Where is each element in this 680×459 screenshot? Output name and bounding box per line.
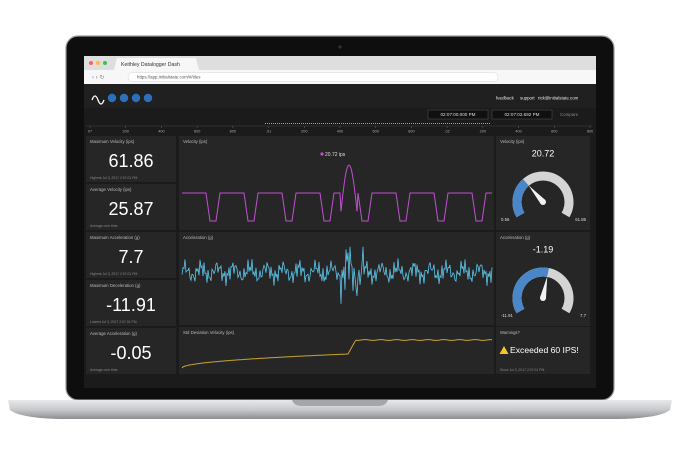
- tile-note: Average over time: [90, 224, 118, 228]
- gauge-value: -1.19: [533, 244, 554, 254]
- timeline-label: 800: [408, 130, 414, 134]
- header-link[interactable]: feedback: [496, 96, 515, 101]
- warning-text: Exceeded 60 IPS!: [510, 345, 579, 355]
- stddev-line: [181, 339, 492, 369]
- charts: Velocity (ips) Acceleration (g) Std Deviat…: [179, 136, 494, 374]
- chart-annotation: 20.72 ips: [325, 152, 346, 158]
- velocity-line: [182, 164, 492, 222]
- end-time-box[interactable]: [491, 109, 553, 120]
- gauge-title: Acceleration (g): [500, 235, 531, 240]
- base-notch: [292, 400, 388, 406]
- timeline-label: .01: [266, 130, 271, 134]
- warning-title: Warnings?: [500, 330, 521, 335]
- tile-note: Highest Jul 3, 2017 2:07:01 PM: [90, 272, 137, 276]
- laptop-base: [8, 400, 672, 419]
- timeline: 07 200 400 600 800 .01 200 400 600 800 .02 200 400 60…: [88, 126, 593, 134]
- header-link[interactable]: support: [520, 96, 535, 101]
- toolbar-icon[interactable]: [107, 93, 117, 103]
- window-maximize[interactable]: [103, 61, 107, 65]
- gauge-min: 0.56: [501, 217, 510, 222]
- tile-title: Maximum Velocity (ips): [90, 139, 135, 144]
- timeline-label: 07: [88, 130, 92, 134]
- tile-note: Average over time: [90, 368, 118, 372]
- stat-tiles: Maximum Velocity (ips) 61.86 Highest Jul 3…: [86, 136, 176, 374]
- gauges: Velocity (ips) 20.72 0.56 61.86 Acceleration…: [496, 136, 590, 326]
- gauge-needle: [540, 276, 548, 299]
- warning-panel: [496, 327, 590, 374]
- timeline-label: 600: [551, 130, 557, 134]
- stat-tile: [86, 328, 176, 374]
- window-minimize[interactable]: [96, 61, 100, 65]
- timeline-label: .02: [445, 130, 450, 134]
- gauge-hub: [540, 199, 546, 205]
- timeline-label: 400: [515, 130, 521, 134]
- tile-title: Average Acceleration (g): [90, 331, 138, 336]
- stat-tile: [86, 136, 176, 182]
- gauge-min: -11.91: [501, 313, 513, 318]
- chart-title: Velocity (ips): [183, 139, 208, 144]
- gauge-max: 7.7: [580, 313, 587, 318]
- gauge-value: 20.72: [532, 148, 555, 158]
- timeline-label: 800: [587, 130, 593, 134]
- tile-note: Lowest Jul 3, 2017 2:07:01 PM: [90, 320, 137, 324]
- tile-value: -11.91: [106, 295, 156, 315]
- start-time: 02:07:00.000 PM: [441, 112, 476, 117]
- gauge-panel: [496, 232, 590, 326]
- chart-panel: [179, 327, 494, 374]
- camera: [338, 45, 342, 49]
- warning-icon: [499, 346, 509, 354]
- tile-title: Average Velocity (ips): [90, 187, 132, 192]
- timeline-label: 400: [337, 130, 343, 134]
- gauge-fill: [512, 267, 549, 314]
- stat-tile: [86, 232, 176, 278]
- compare-button[interactable]: Compare: [560, 112, 579, 117]
- tile-value: 61.86: [108, 151, 153, 171]
- tile-value: 25.87: [108, 199, 153, 219]
- timeline-label: 600: [373, 130, 379, 134]
- gauge-title: Velocity (ips): [500, 139, 525, 144]
- tile-value: -0.05: [110, 343, 151, 363]
- timeline-label: 200: [301, 130, 307, 134]
- chart-panel: [179, 136, 494, 230]
- stat-tile: [86, 280, 176, 326]
- header-link[interactable]: rick@initialstate.com: [538, 96, 579, 101]
- timeline-label: 200: [480, 130, 486, 134]
- tile-note: Highest Jul 3, 2017 2:07:01 PM: [90, 176, 137, 180]
- gauge-hub: [540, 295, 546, 301]
- tile-title: Maximum Deceleration (g): [90, 283, 141, 288]
- end-time: 02:07:02.692 PM: [505, 112, 540, 117]
- toolbar-icon[interactable]: [119, 93, 129, 103]
- chart-title: Std Deviation Velocity (ips): [183, 330, 235, 335]
- warning-note: Since Jul 3, 2017 2:07:01 PM: [500, 368, 544, 372]
- timeline-label: 200: [123, 130, 129, 134]
- start-time-box[interactable]: [427, 109, 489, 120]
- gauge-needle: [528, 185, 546, 204]
- browser-tab[interactable]: [114, 58, 199, 70]
- toolbar-icon[interactable]: [143, 93, 153, 103]
- app-logo[interactable]: [91, 95, 105, 105]
- url: https://app.initialstate.com/#/tiles: [137, 74, 201, 79]
- address-bar[interactable]: [127, 72, 499, 82]
- window-close[interactable]: [89, 61, 93, 65]
- annotation-dot: [320, 152, 324, 156]
- nav-buttons[interactable]: ‹ › ↻: [92, 75, 104, 81]
- timeline-label: 800: [230, 130, 236, 134]
- tile-title: Maximum Acceleration (g): [90, 235, 140, 240]
- chart-title: Acceleration (g): [183, 235, 214, 240]
- app-header: [84, 84, 596, 108]
- stat-tile: [86, 184, 176, 230]
- gauge-panel: [496, 136, 590, 230]
- tab-title: Keithley Datalogger Dash: [121, 62, 180, 68]
- timeline-label: 400: [158, 130, 164, 134]
- acceleration-line: [181, 246, 493, 304]
- toolbar-icon[interactable]: [131, 93, 141, 103]
- gauge-max: 61.86: [575, 217, 586, 222]
- tile-value: 7.7: [118, 247, 143, 267]
- timeline-label: 600: [194, 130, 200, 134]
- gauge-fill: [512, 179, 530, 218]
- tab-bar: [84, 56, 596, 70]
